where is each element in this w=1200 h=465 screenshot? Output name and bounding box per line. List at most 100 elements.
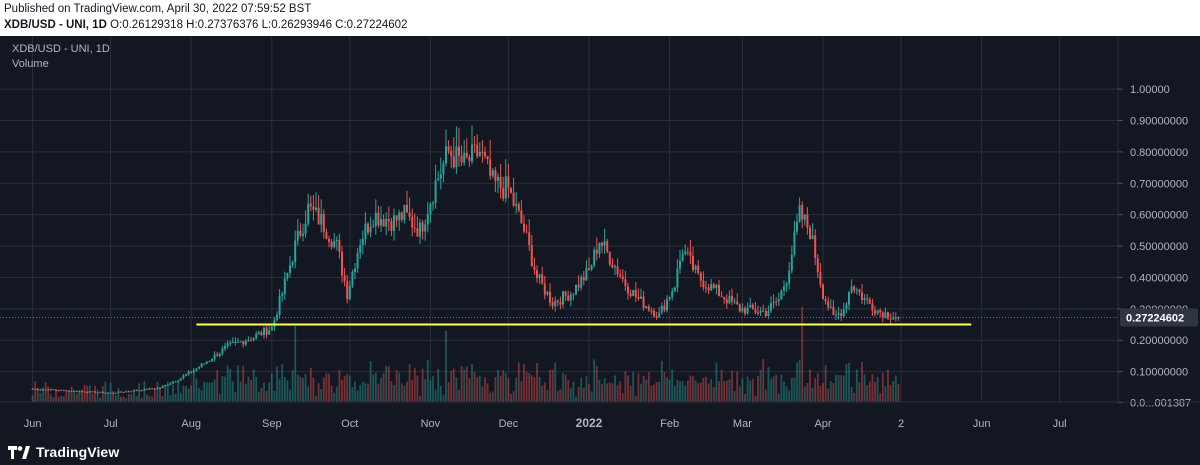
candle bbox=[307, 203, 310, 224]
candle bbox=[723, 297, 726, 300]
candle bbox=[369, 227, 372, 233]
volume-bar bbox=[55, 389, 57, 402]
candle bbox=[575, 284, 577, 295]
candle bbox=[78, 391, 81, 393]
candle bbox=[408, 212, 411, 217]
volume-bar bbox=[645, 379, 648, 402]
candle bbox=[224, 346, 226, 349]
volume-bar bbox=[283, 377, 286, 402]
candle bbox=[338, 239, 341, 252]
volume-bar bbox=[484, 377, 486, 402]
volume-bar bbox=[468, 378, 471, 402]
volume-bar bbox=[338, 370, 341, 402]
volume-bar bbox=[330, 385, 333, 402]
volume-bar bbox=[299, 376, 302, 402]
candle bbox=[60, 389, 63, 391]
candle bbox=[603, 241, 606, 246]
tradingview-logo[interactable]: TradingView bbox=[8, 443, 119, 461]
volume-bar bbox=[247, 376, 250, 402]
volume-bar bbox=[239, 381, 242, 402]
price-chart[interactable]: 1.00000 0.90000000 0.80000000 0.70000000 0.6… bbox=[0, 36, 1200, 438]
volume-bar bbox=[694, 380, 697, 402]
candle bbox=[216, 354, 219, 357]
volume-bar bbox=[533, 377, 536, 402]
candle bbox=[351, 271, 354, 286]
volume-bar bbox=[34, 381, 37, 402]
volume-bar bbox=[824, 365, 827, 402]
candle bbox=[52, 389, 55, 391]
candle bbox=[65, 390, 68, 392]
volume-bar bbox=[393, 385, 395, 402]
candle bbox=[822, 284, 824, 300]
volume-bar bbox=[86, 385, 89, 402]
candle bbox=[705, 287, 707, 289]
volume-bar bbox=[642, 375, 645, 402]
price-tick-label: 0.50000000 bbox=[1130, 241, 1188, 253]
volume-bar bbox=[476, 377, 479, 402]
volume-bar bbox=[211, 382, 213, 402]
candle bbox=[341, 251, 343, 276]
candle bbox=[751, 304, 754, 310]
candle bbox=[632, 289, 635, 296]
candle bbox=[718, 284, 720, 297]
volume-bar bbox=[811, 387, 814, 402]
candle bbox=[759, 310, 762, 313]
candle bbox=[551, 302, 554, 307]
candle bbox=[452, 156, 455, 168]
time-tick-label: 2022 bbox=[576, 416, 603, 430]
candle bbox=[146, 388, 148, 390]
volume-bar bbox=[637, 373, 640, 402]
candle bbox=[499, 176, 502, 188]
chart-pane[interactable]: 1.00000 0.90000000 0.80000000 0.70000000 0.6… bbox=[0, 36, 1200, 438]
candle bbox=[517, 204, 520, 211]
volume-bar bbox=[889, 384, 892, 402]
volume-bar bbox=[614, 375, 616, 402]
candle bbox=[546, 291, 549, 295]
candle bbox=[777, 299, 780, 302]
volume-bar bbox=[346, 374, 349, 402]
candle bbox=[629, 293, 632, 296]
candle bbox=[484, 152, 486, 157]
volume-bar bbox=[827, 388, 830, 402]
volume-bar bbox=[419, 396, 421, 402]
candle bbox=[871, 303, 874, 311]
time-tick-label: Oct bbox=[341, 418, 358, 430]
candle bbox=[811, 235, 814, 239]
volume-bar bbox=[460, 366, 463, 402]
volume-bar bbox=[99, 397, 102, 402]
ohlc-line: XDB/USD - UNI, 1D O:0.26129318 H:0.27376… bbox=[4, 17, 407, 33]
candle bbox=[637, 296, 640, 299]
candle bbox=[460, 155, 463, 163]
volume-bar bbox=[478, 375, 481, 402]
candle bbox=[413, 227, 416, 229]
candle bbox=[738, 304, 741, 312]
candle bbox=[447, 146, 450, 152]
volume-bar bbox=[216, 370, 219, 402]
volume-bar bbox=[689, 375, 692, 402]
candle bbox=[757, 312, 759, 314]
volume-bar bbox=[226, 365, 229, 402]
volume-bar bbox=[762, 359, 765, 402]
volume-bar bbox=[718, 381, 720, 402]
candle bbox=[91, 391, 94, 393]
candle bbox=[658, 312, 661, 318]
candle bbox=[874, 310, 876, 314]
volume-bar bbox=[439, 385, 442, 402]
candle bbox=[99, 391, 102, 393]
volume-bar bbox=[845, 364, 848, 402]
candle bbox=[580, 277, 583, 288]
candle bbox=[296, 230, 299, 241]
candle bbox=[845, 304, 848, 310]
candle bbox=[593, 249, 596, 266]
candle bbox=[559, 302, 562, 305]
volume-bar bbox=[497, 369, 499, 402]
volume-bar bbox=[174, 393, 177, 402]
time-tick-label: Aug bbox=[181, 418, 201, 430]
candle bbox=[86, 392, 89, 394]
time-tick-label: Apr bbox=[814, 418, 831, 430]
ohlc-values: O:0.26129318 H:0.27376376 L:0.26293946 C… bbox=[110, 19, 407, 31]
volume-bar bbox=[871, 374, 874, 402]
candle bbox=[205, 361, 208, 364]
volume-bar bbox=[224, 376, 226, 402]
volume-bar bbox=[809, 369, 811, 402]
